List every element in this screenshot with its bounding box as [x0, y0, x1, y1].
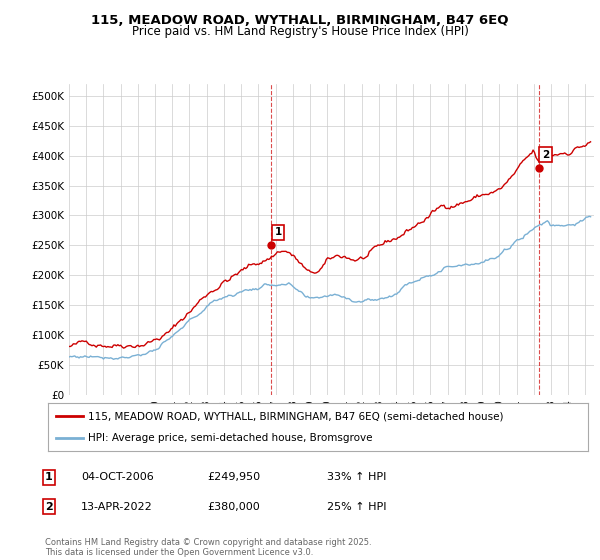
- Text: £380,000: £380,000: [207, 502, 260, 512]
- Text: Price paid vs. HM Land Registry's House Price Index (HPI): Price paid vs. HM Land Registry's House …: [131, 25, 469, 38]
- Text: 25% ↑ HPI: 25% ↑ HPI: [327, 502, 386, 512]
- Text: 13-APR-2022: 13-APR-2022: [81, 502, 153, 512]
- Text: £249,950: £249,950: [207, 472, 260, 482]
- Text: 33% ↑ HPI: 33% ↑ HPI: [327, 472, 386, 482]
- Text: Contains HM Land Registry data © Crown copyright and database right 2025.
This d: Contains HM Land Registry data © Crown c…: [45, 538, 371, 557]
- Text: 1: 1: [275, 227, 282, 237]
- Text: 1: 1: [45, 472, 53, 482]
- Text: 2: 2: [542, 150, 549, 160]
- Text: 04-OCT-2006: 04-OCT-2006: [81, 472, 154, 482]
- Text: 2: 2: [45, 502, 53, 512]
- Text: 115, MEADOW ROAD, WYTHALL, BIRMINGHAM, B47 6EQ (semi-detached house): 115, MEADOW ROAD, WYTHALL, BIRMINGHAM, B…: [89, 411, 504, 421]
- Text: 115, MEADOW ROAD, WYTHALL, BIRMINGHAM, B47 6EQ: 115, MEADOW ROAD, WYTHALL, BIRMINGHAM, B…: [91, 14, 509, 27]
- Text: HPI: Average price, semi-detached house, Bromsgrove: HPI: Average price, semi-detached house,…: [89, 433, 373, 443]
